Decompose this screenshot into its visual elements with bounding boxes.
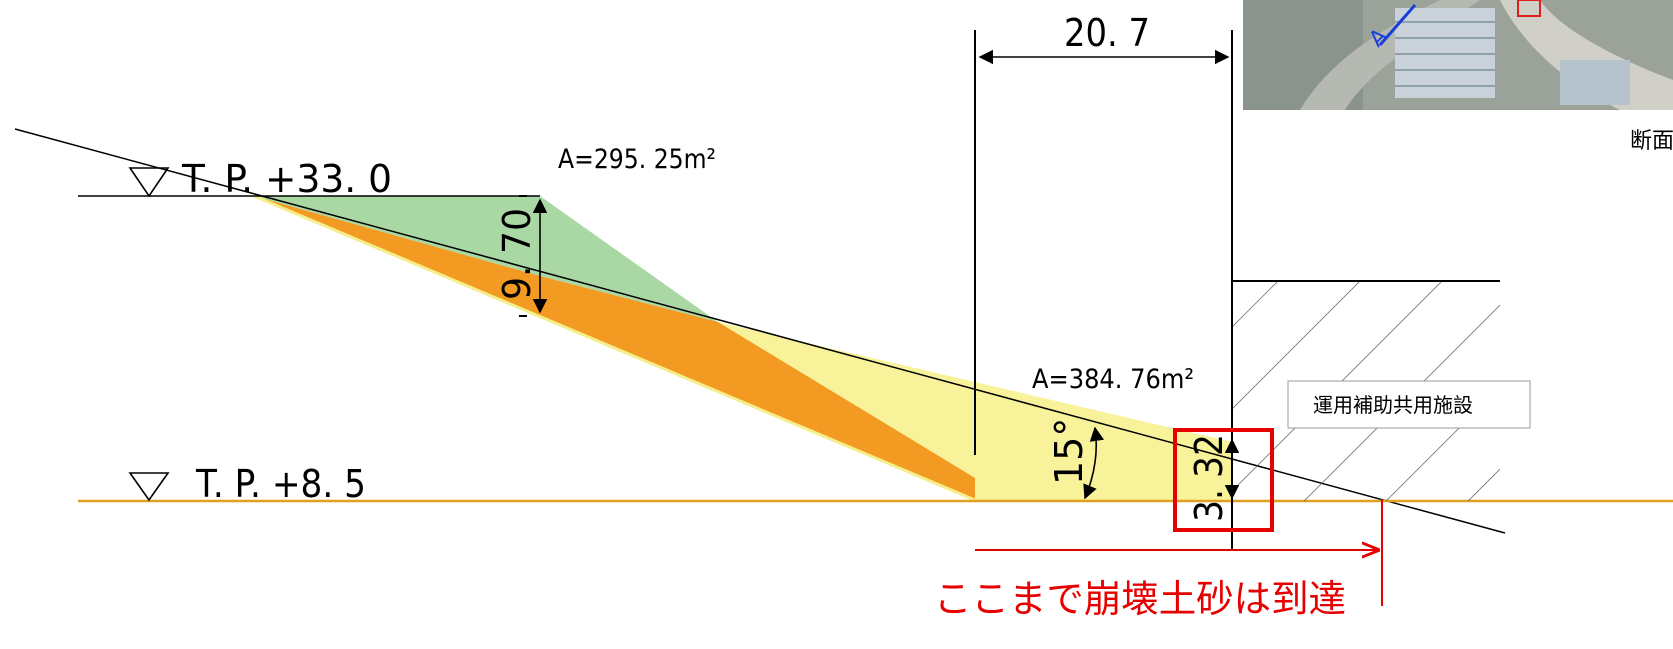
vertical-dimension-label: 9. 70 <box>495 208 539 300</box>
reach-annotation: ここまで崩壊土砂は到達 <box>934 500 1383 621</box>
wall-highlight-box <box>1173 428 1274 532</box>
upper-elevation-label: T. P. +33. 0 <box>181 157 392 201</box>
map-inset: A 断面 <box>1243 0 1673 154</box>
wall-height-dimension: 3. 32 <box>1187 434 1240 522</box>
lower-elevation-marker <box>128 472 170 502</box>
green-collapse-area <box>254 196 718 322</box>
lower-elevation-label: T. P. +8. 5 <box>195 462 366 506</box>
upper-area-label: A=295. 25m² <box>558 144 716 175</box>
horizontal-dimension-label: 20. 7 <box>1064 11 1150 55</box>
reach-annotation-label: ここまで崩壊土砂は到達 <box>934 577 1346 621</box>
upper-elevation-marker <box>128 167 170 198</box>
slope-angle-label: 15° <box>1047 418 1091 485</box>
wall-height-label: 3. 32 <box>1187 434 1231 522</box>
facility-label: 運用補助共用施設 <box>1313 393 1473 417</box>
map-caption-fragment: 断面 <box>1630 129 1673 154</box>
lower-area-label: A=384. 76m² <box>1032 364 1194 395</box>
slope-angle-mark: 15° <box>1047 418 1105 500</box>
facility-label-box <box>1287 380 1531 429</box>
vertical-dimension: 9. 70 <box>495 195 548 317</box>
